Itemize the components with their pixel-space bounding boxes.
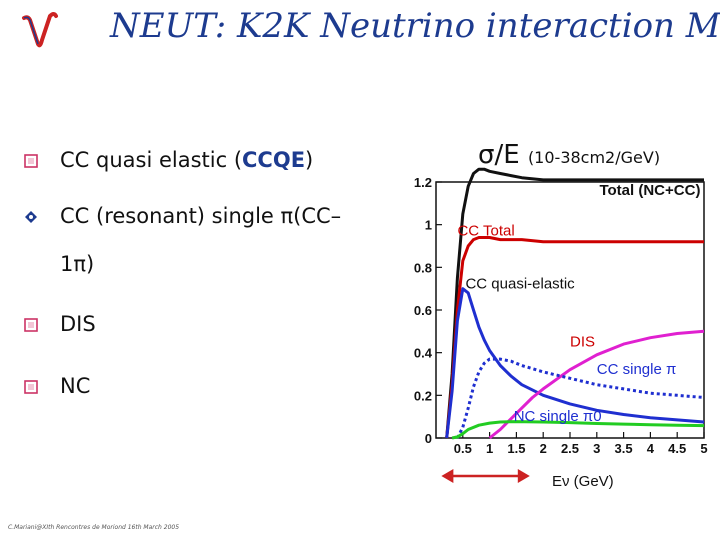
series-line-5 (451, 420, 705, 440)
y-tick-label: 0.2 (414, 388, 432, 403)
curve-label-5: NC single π0 (514, 408, 602, 425)
arrow-head-left (441, 469, 454, 483)
x-tick-label: 5 (700, 441, 707, 456)
series-line-4 (456, 357, 705, 439)
x-tick-label: 4 (647, 441, 655, 456)
plot-frame (435, 181, 705, 439)
y-axis-label-unit: (10-38cm2/GeV) (527, 148, 661, 167)
slide-title: NEUT: K2K Neutrino interaction MC (110, 6, 720, 46)
y-axis-label: σ/E (10-38cm2/GeV) (478, 140, 660, 170)
x-tick-label: 1.5 (507, 441, 525, 456)
bullet-text: CC quasi elastic ( (60, 148, 243, 172)
curves (445, 167, 705, 440)
bullet-text: ) (305, 148, 314, 172)
bullet-highlight: CCQE (242, 148, 306, 172)
curve-label-1: CC Total (457, 222, 514, 239)
curve-label-3: DIS (570, 333, 595, 350)
curve-labels: Total (NC+CC) CC Total CC quasi-elastic DIS… (457, 182, 700, 425)
square-bullet-icon (24, 154, 38, 168)
diamond-bullet-icon (25, 211, 37, 223)
arrow-head-right (517, 469, 530, 483)
curve-label-4: CC single π (597, 361, 677, 378)
y-tick-label: 1.2 (414, 175, 432, 190)
y-axis: 0 0.2 0.4 0.6 0.8 1 1.2 (414, 175, 442, 446)
y-tick-label: 0.6 (414, 303, 432, 318)
curve-label-0: Total (NC+CC) (599, 182, 700, 199)
x-tick-label: 3 (593, 441, 600, 456)
series-line-1 (445, 236, 704, 439)
x-tick-label: 3.5 (615, 441, 633, 456)
bullet-text: NC (60, 374, 91, 398)
y-tick-label: 0 (425, 431, 432, 446)
y-axis-label-main: σ/E (478, 140, 520, 170)
y-tick-label: 1 (425, 218, 432, 233)
footer-credit: C.Mariani@XIth Rencontres de Moriond 16t… (8, 524, 180, 531)
x-tick-label: 1 (486, 441, 493, 456)
bullet-text: 1π) (60, 252, 95, 276)
x-tick-label: 4.5 (668, 441, 686, 456)
bullet-text: CC (resonant) single π(CC– (60, 204, 342, 228)
x-tick-label: 2 (540, 441, 547, 456)
y-tick-label: 0.4 (414, 346, 433, 361)
energy-range-arrow (441, 469, 530, 483)
y-tick-label: 0.8 (414, 260, 432, 275)
x-tick-label: 0.5 (454, 441, 472, 456)
square-bullet-icon (24, 380, 38, 394)
bullet-text: DIS (60, 312, 96, 336)
nu-logo (22, 12, 58, 48)
square-bullet-icon (24, 318, 38, 332)
series-line-0 (445, 167, 704, 439)
x-tick-label: 2.5 (561, 441, 579, 456)
curve-label-2: CC quasi-elastic (465, 276, 575, 293)
x-axis-label: Eν (GeV) (552, 473, 614, 490)
series-line-2 (445, 287, 705, 439)
